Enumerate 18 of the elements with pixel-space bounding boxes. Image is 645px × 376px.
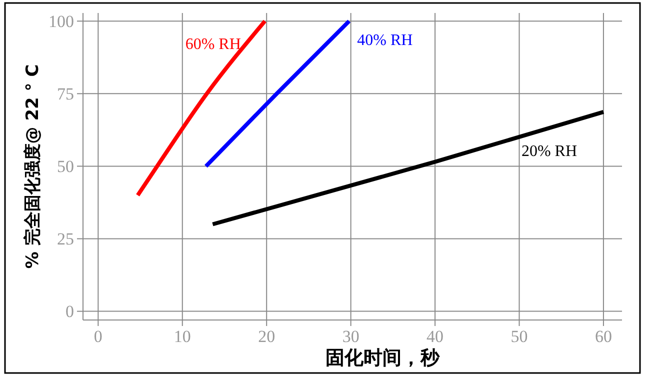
y-tick-label: 100 (48, 12, 74, 32)
x-tick-label: 40 (426, 327, 444, 346)
y-tick-label: 0 (66, 302, 74, 322)
x-tick-label: 30 (342, 327, 360, 346)
x-axis-title: 固化时间，秒 (326, 347, 440, 369)
y-axis-title: % 完全固化强度@ 22 ° C (23, 64, 43, 269)
y-tick-label: 75 (57, 84, 74, 104)
series-label: 20% RH (521, 142, 578, 160)
y-tick-label: 50 (57, 157, 74, 176)
x-tick-label: 60 (594, 327, 612, 346)
series-label: 60% RH (185, 36, 242, 54)
y-tick-label: 25 (57, 230, 74, 249)
x-tick-label: 20 (258, 327, 276, 346)
x-tick-label: 50 (510, 327, 528, 346)
x-tick-label: 10 (174, 327, 191, 346)
x-tick-label: 0 (94, 327, 102, 346)
line-series (136, 19, 267, 198)
series-label: 40% RH (357, 32, 414, 50)
